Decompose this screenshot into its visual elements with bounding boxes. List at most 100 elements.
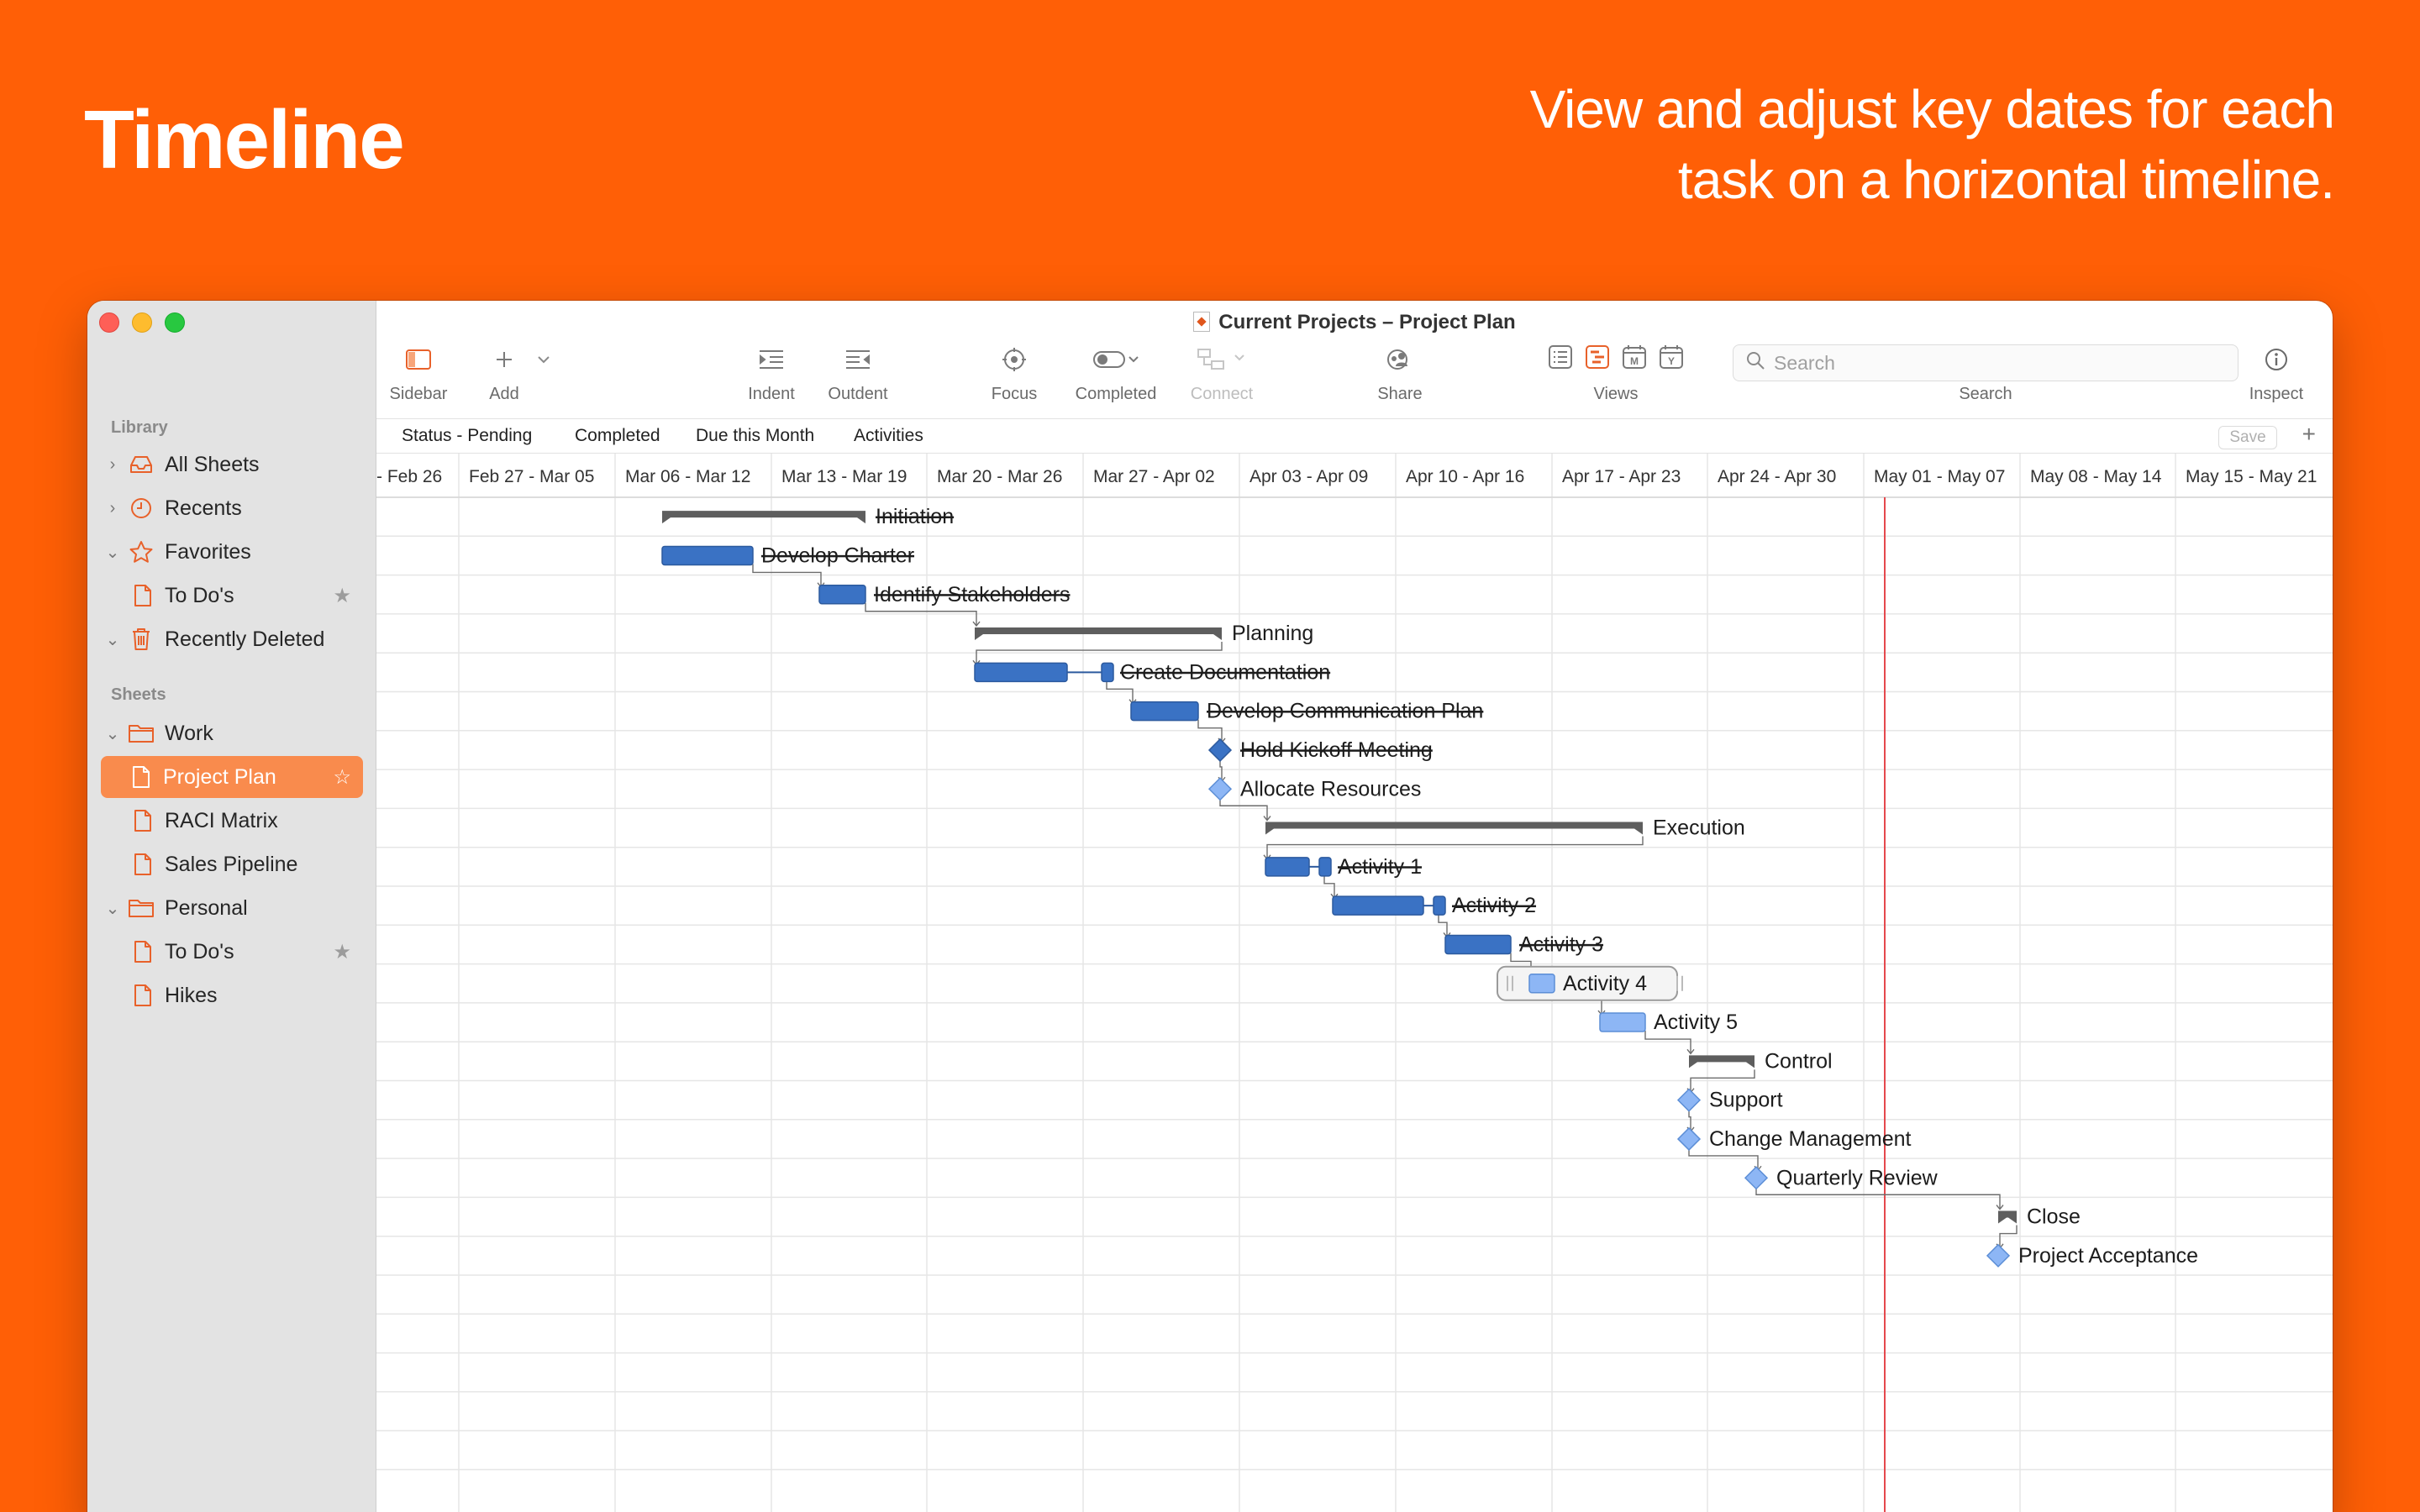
- filter-completed[interactable]: Completed: [575, 426, 660, 445]
- group-summary-bar[interactable]: [1689, 1055, 1754, 1068]
- task-label[interactable]: Activity 3: [1519, 932, 1603, 956]
- task-label[interactable]: Control: [1765, 1049, 1833, 1073]
- favorite-star-outline-icon[interactable]: ☆: [333, 765, 351, 789]
- add-menu-button[interactable]: [531, 343, 556, 410]
- sidebar-item-hikes[interactable]: Hikes: [103, 974, 363, 1016]
- task-bar[interactable]: [818, 585, 866, 605]
- dependency-connector: [1106, 680, 1134, 704]
- sidebar-item-favorites[interactable]: ⌄ Favorites: [103, 531, 363, 573]
- chevron-down-icon[interactable]: ⌄: [105, 543, 120, 562]
- sidebar-item-label: Work: [165, 721, 213, 745]
- filter-due-this-month[interactable]: Due this Month: [696, 426, 815, 445]
- sidebar-toggle-button[interactable]: Sidebar: [385, 343, 452, 410]
- task-bar[interactable]: [1599, 1012, 1646, 1032]
- month-view-icon[interactable]: M: [1622, 344, 1647, 375]
- milestone-diamond[interactable]: [1744, 1166, 1769, 1190]
- task-bar[interactable]: [1444, 934, 1512, 955]
- task-label[interactable]: Activity 2: [1452, 894, 1536, 917]
- sidebar-item-raci-matrix[interactable]: RACI Matrix: [103, 800, 363, 842]
- add-button[interactable]: Add: [479, 343, 529, 410]
- task-end-handle[interactable]: [1101, 662, 1114, 683]
- chevron-down-icon[interactable]: ⌄: [105, 724, 120, 743]
- milestone-diamond[interactable]: [1986, 1243, 2011, 1268]
- inspect-button[interactable]: Inspect: [2238, 343, 2314, 410]
- task-label[interactable]: Planning: [1232, 622, 1313, 645]
- task-bar[interactable]: [1332, 895, 1424, 916]
- toolbar-label: Outdent: [828, 385, 888, 403]
- chevron-down-icon[interactable]: ⌄: [105, 899, 120, 918]
- favorite-star-icon[interactable]: ★: [333, 940, 351, 963]
- milestone-diamond[interactable]: [1676, 1088, 1702, 1112]
- task-bar[interactable]: [1265, 857, 1310, 877]
- sidebar-item-label: Recently Deleted: [165, 627, 325, 651]
- group-summary-bar[interactable]: [975, 627, 1222, 641]
- task-label[interactable]: Project Acceptance: [2018, 1244, 2198, 1268]
- task-label[interactable]: Allocate Resources: [1240, 777, 1421, 801]
- task-label[interactable]: Close: [2027, 1205, 2081, 1229]
- close-window-button[interactable]: [99, 312, 119, 333]
- sidebar-item-work[interactable]: ⌄ Work: [103, 712, 363, 754]
- chevron-right-icon[interactable]: ›: [109, 498, 116, 517]
- task-label[interactable]: Activity 1: [1338, 855, 1422, 879]
- filter-activities[interactable]: Activities: [854, 426, 923, 445]
- connect-button[interactable]: Connect: [1180, 343, 1264, 410]
- sidebar-item-personal-todos[interactable]: To Do's ★: [103, 931, 363, 973]
- sidebar-item-all-sheets[interactable]: › All Sheets: [103, 444, 363, 486]
- indent-button[interactable]: Indent: [738, 343, 805, 410]
- outdent-button[interactable]: Outdent: [820, 343, 896, 410]
- search-input[interactable]: [1774, 351, 2211, 375]
- week-column-header: Apr 24 - Apr 30: [1718, 467, 1836, 486]
- group-summary-bar[interactable]: [1265, 822, 1643, 835]
- sidebar-item-favorites-todos[interactable]: To Do's ★: [103, 575, 363, 617]
- task-label[interactable]: Execution: [1653, 816, 1745, 840]
- sidebar-item-personal[interactable]: ⌄ Personal: [103, 887, 363, 929]
- sidebar-item-sales-pipeline[interactable]: Sales Pipeline: [103, 843, 363, 885]
- star-icon: [123, 540, 160, 564]
- task-end-handle[interactable]: [1433, 895, 1446, 916]
- sidebar-item-project-plan[interactable]: Project Plan ☆: [101, 756, 363, 798]
- chevron-down-icon[interactable]: ⌄: [105, 630, 120, 649]
- task-label[interactable]: Activity 5: [1654, 1011, 1738, 1034]
- sidebar-item-recents[interactable]: › Recents: [103, 487, 363, 529]
- milestone-diamond[interactable]: [1207, 777, 1233, 801]
- task-label[interactable]: Activity 4: [1563, 972, 1647, 995]
- task-label[interactable]: Initiation: [876, 505, 954, 528]
- milestone-diamond[interactable]: [1676, 1126, 1702, 1152]
- task-label[interactable]: Develop Charter: [761, 543, 914, 567]
- milestone-diamond[interactable]: [1207, 738, 1233, 763]
- task-label[interactable]: Change Management: [1709, 1127, 1911, 1151]
- favorite-star-icon[interactable]: ★: [333, 584, 351, 607]
- task-bar[interactable]: [1528, 974, 1555, 994]
- task-label[interactable]: Develop Communication Plan: [1207, 700, 1483, 723]
- add-filter-icon[interactable]: +: [2302, 421, 2316, 447]
- drag-handle-right[interactable]: [1676, 975, 1683, 991]
- task-label[interactable]: Quarterly Review: [1776, 1166, 1939, 1189]
- search-field[interactable]: [1733, 344, 2238, 381]
- filter-status-pending[interactable]: Status - Pending: [402, 426, 533, 445]
- task-label[interactable]: Support: [1709, 1089, 1783, 1112]
- task-end-handle[interactable]: [1318, 857, 1332, 877]
- task-label[interactable]: Create Documentation: [1120, 660, 1330, 684]
- focus-button[interactable]: Focus: [985, 343, 1044, 410]
- task-label[interactable]: Hold Kickoff Meeting: [1240, 738, 1433, 762]
- toolbar-label: Connect: [1190, 385, 1254, 403]
- views-group: M Y Views: [1523, 343, 1708, 410]
- timeline-view-icon[interactable]: [1585, 344, 1610, 375]
- year-view-icon[interactable]: Y: [1659, 344, 1684, 375]
- document-icon: [126, 940, 160, 963]
- save-filter-button[interactable]: Save: [2218, 426, 2277, 449]
- drag-handle-left[interactable]: [1507, 975, 1513, 991]
- share-button[interactable]: Share: [1366, 343, 1434, 410]
- minimize-window-button[interactable]: [132, 312, 152, 333]
- task-bar[interactable]: [974, 662, 1068, 683]
- zoom-window-button[interactable]: [165, 312, 185, 333]
- task-bar[interactable]: [1130, 701, 1199, 722]
- chevron-right-icon[interactable]: ›: [109, 454, 116, 474]
- task-bar[interactable]: [661, 545, 754, 566]
- group-summary-bar[interactable]: [1998, 1210, 2017, 1224]
- completed-toggle-button[interactable]: Completed: [1065, 343, 1166, 410]
- list-view-icon[interactable]: [1548, 344, 1573, 375]
- sidebar-item-recently-deleted[interactable]: ⌄ Recently Deleted: [103, 618, 363, 660]
- task-label[interactable]: Identify Stakeholders: [874, 583, 1070, 606]
- group-summary-bar[interactable]: [662, 511, 865, 524]
